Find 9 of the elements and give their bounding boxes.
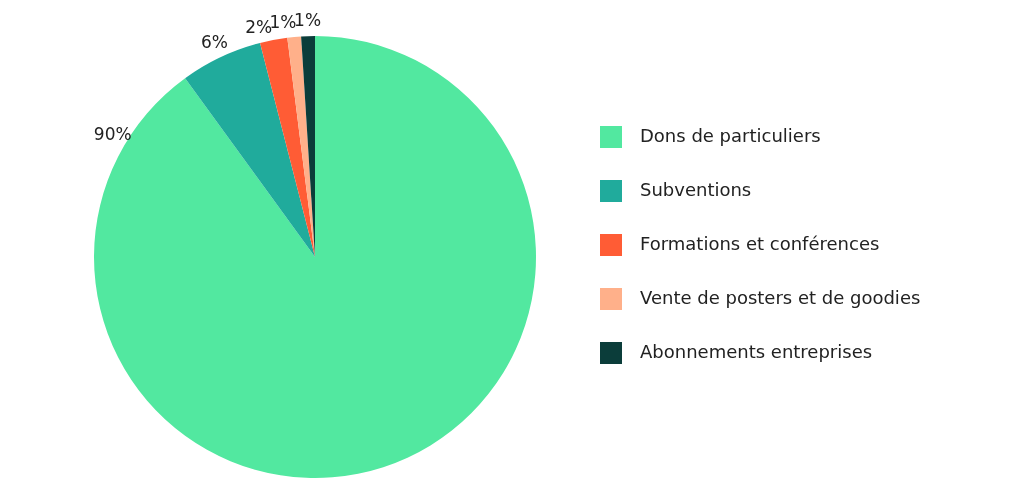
pie-slice: [94, 36, 536, 478]
legend-label: Formations et conférences: [640, 233, 880, 254]
data-label: 90%: [93, 124, 132, 145]
legend-label: Abonnements entreprises: [640, 341, 873, 362]
data-label: 6%: [201, 32, 229, 53]
legend-label: Dons de particuliers: [640, 125, 821, 146]
pie-slice: [260, 37, 315, 257]
legend-label: Subventions: [640, 179, 752, 200]
legend-label: Vente de posters et de goodies: [640, 287, 921, 308]
